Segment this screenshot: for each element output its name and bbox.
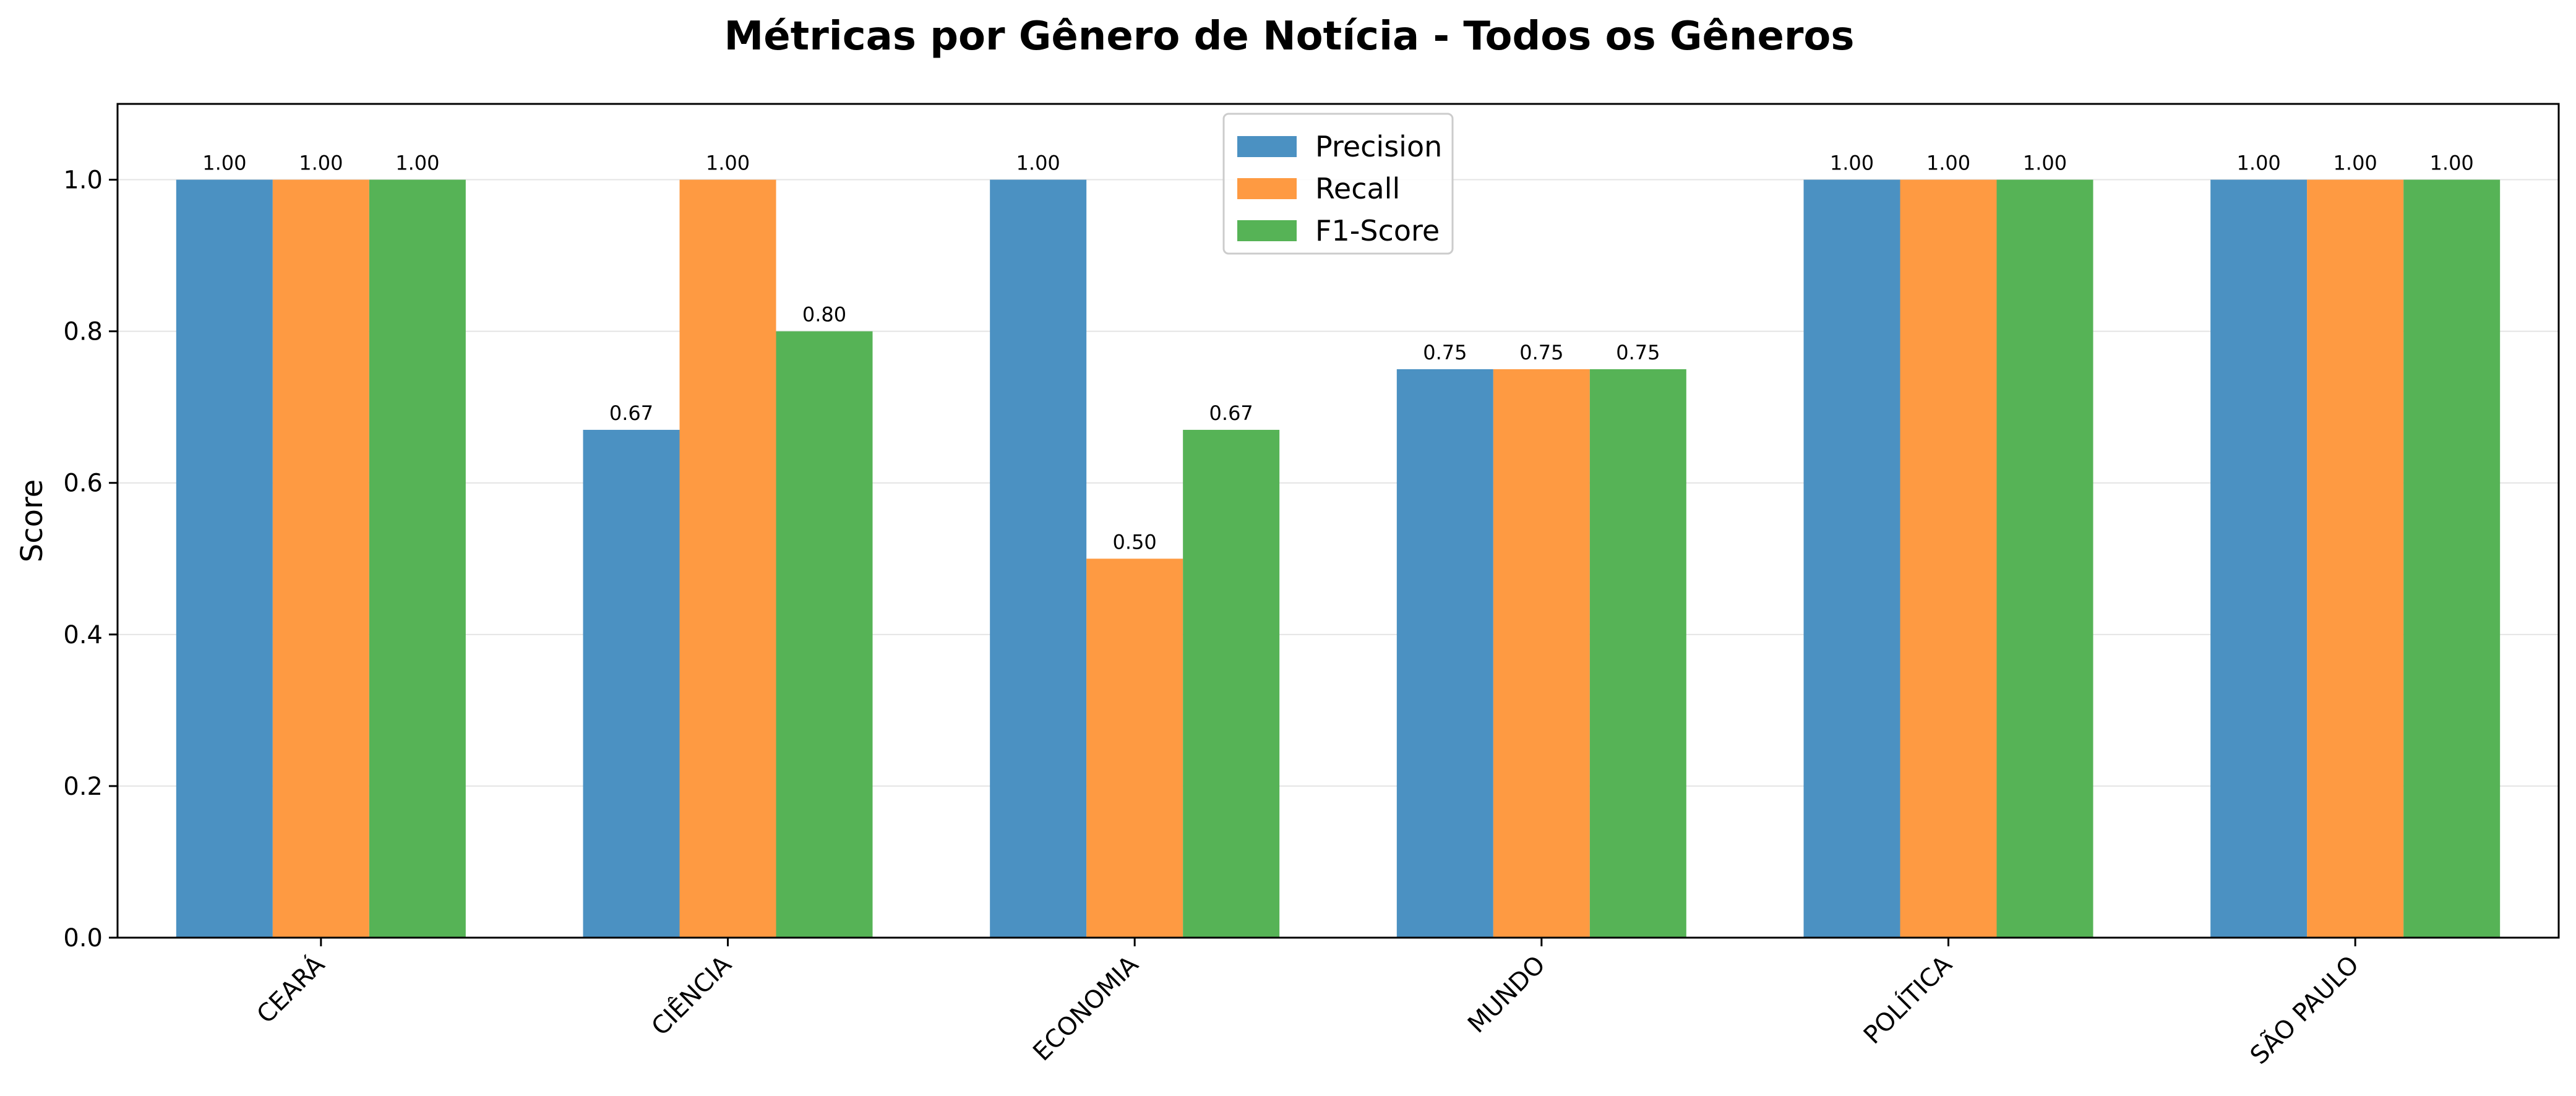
- legend-label-precision: Precision: [1315, 130, 1442, 163]
- data-label-f1-score-mundo: 0.75: [1616, 341, 1660, 364]
- y-tick-label: 1.0: [63, 166, 103, 195]
- grid-lines: [118, 179, 2559, 787]
- legend-swatch-recall: [1237, 178, 1297, 199]
- data-label-f1-score-economia: 0.67: [1209, 401, 1253, 425]
- data-label-f1-score-politica: 1.00: [2023, 152, 2067, 175]
- data-label-precision-mundo: 0.75: [1423, 341, 1467, 364]
- data-label-recall-economia: 0.50: [1113, 530, 1157, 554]
- legend[interactable]: Precision Recall F1-Score: [1222, 113, 1454, 255]
- bar-precision-sao-paulo: [2210, 179, 2308, 938]
- bar-precision-politica: [1803, 179, 1900, 938]
- bar-recall-politica: [1900, 179, 1997, 938]
- bar-precision-ceara: [176, 179, 273, 938]
- data-label-recall-mundo: 0.75: [1519, 341, 1563, 364]
- bar-recall-mundo: [1493, 369, 1590, 938]
- legend-item-precision[interactable]: Precision: [1237, 130, 1442, 163]
- y-tick-label: 0.4: [63, 621, 103, 649]
- chart-title: Métricas por Gênero de Notícia - Todos o…: [724, 14, 1855, 59]
- legend-swatch-f1-score: [1237, 220, 1297, 241]
- y-tick-label: 0.6: [63, 469, 103, 498]
- data-label-precision-ciencia: 0.67: [609, 401, 653, 425]
- bar-f1-score-economia: [1183, 429, 1280, 938]
- y-tick-label: 0.2: [63, 773, 103, 801]
- data-label-f1-score-ciencia: 0.80: [802, 303, 846, 327]
- bar-precision-mundo: [1396, 369, 1493, 938]
- data-label-precision-economia: 1.00: [1016, 152, 1060, 175]
- bar-recall-ciencia: [679, 179, 776, 938]
- bars: [176, 179, 2501, 938]
- data-label-recall-ciencia: 1.00: [706, 152, 750, 175]
- legend-item-recall[interactable]: Recall: [1237, 172, 1400, 205]
- bar-recall-sao-paulo: [2307, 179, 2404, 938]
- y-tick-label: 0.0: [63, 924, 103, 953]
- data-label-f1-score-ceara: 1.00: [395, 152, 439, 175]
- bar-f1-score-mundo: [1589, 369, 1686, 938]
- bar-recall-economia: [1086, 559, 1183, 938]
- plot-frame: [116, 103, 2560, 939]
- bar-precision-economia: [990, 179, 1087, 938]
- y-axis-label: Score: [15, 479, 49, 562]
- bar-f1-score-politica: [1996, 179, 2093, 938]
- data-label-recall-sao-paulo: 1.00: [2333, 152, 2377, 175]
- bar-f1-score-ciencia: [776, 331, 873, 938]
- data-label-precision-ceara: 1.00: [202, 152, 246, 175]
- y-tick-label: 0.8: [63, 318, 103, 346]
- data-label-recall-politica: 1.00: [1926, 152, 1970, 175]
- data-label-f1-score-sao-paulo: 1.00: [2430, 152, 2474, 175]
- data-labels: 1.00 1.00 1.00 0.67 1.00 0.80 1.00 0.50 0.67 0.75…: [202, 152, 2474, 554]
- data-label-precision-politica: 1.00: [1830, 152, 1874, 175]
- bar-precision-ciencia: [583, 429, 680, 938]
- legend-item-f1-score[interactable]: F1-Score: [1237, 214, 1440, 247]
- bar-f1-score-ceara: [369, 179, 466, 938]
- data-label-precision-sao-paulo: 1.00: [2237, 152, 2281, 175]
- legend-swatch-precision: [1237, 136, 1297, 157]
- legend-label-f1-score: F1-Score: [1315, 214, 1440, 247]
- bar-f1-score-sao-paulo: [2403, 179, 2501, 938]
- y-axis: 0.0 0.2 0.4 0.6 0.8 1.0: [63, 166, 118, 953]
- legend-label-recall: Recall: [1315, 172, 1400, 205]
- bar-recall-ceara: [272, 179, 369, 938]
- data-label-recall-ceara: 1.00: [299, 152, 343, 175]
